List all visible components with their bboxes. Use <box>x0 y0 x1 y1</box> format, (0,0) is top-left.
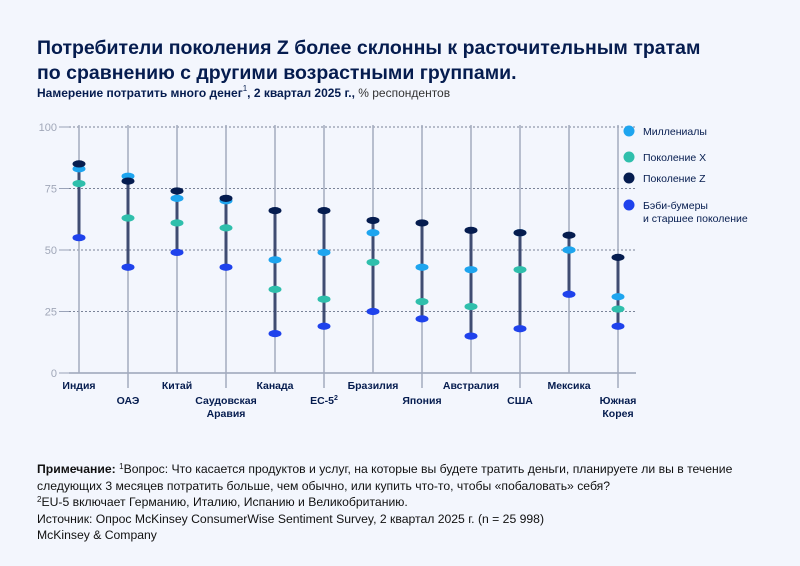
legend-label: Поколение Z <box>643 173 706 185</box>
y-tick-label: 0 <box>51 368 57 380</box>
chart-subtitle: Намерение потратить много денег1, 2 квар… <box>37 84 451 100</box>
note2-text: EU-5 включает Германию, Италию, Испанию … <box>41 495 408 510</box>
y-tick-label: 50 <box>45 245 57 257</box>
data-point-3 <box>366 307 380 316</box>
subtitle-unit: % респондентов <box>354 86 451 100</box>
note1-sup: 1 <box>119 462 124 471</box>
data-point-3 <box>72 234 86 242</box>
data-point-3 <box>611 322 625 330</box>
data-point-1 <box>72 179 86 188</box>
data-point-3 <box>415 315 429 323</box>
data-point-0 <box>72 165 86 173</box>
subtitle-period: , 2 квартал 2025 г., <box>247 86 355 100</box>
x-tick-label: Канада <box>256 380 293 392</box>
y-tick-label: 25 <box>45 307 57 319</box>
x-tick-label: США <box>507 395 533 407</box>
data-point-2 <box>513 229 527 237</box>
legend-label: Поколение X <box>643 152 706 164</box>
data-point-3 <box>562 290 576 298</box>
data-point-3 <box>464 332 478 340</box>
data-point-1 <box>464 302 478 311</box>
data-point-1 <box>366 258 380 266</box>
footnotes: Примечание: 1Вопрос: Что касается продук… <box>37 461 757 544</box>
legend-marker <box>623 125 635 137</box>
data-point-2 <box>121 177 135 185</box>
data-point-3 <box>121 263 135 271</box>
data-point-1 <box>611 305 625 313</box>
data-point-3 <box>317 322 331 330</box>
data-point-2 <box>562 231 576 239</box>
data-point-1 <box>170 219 184 227</box>
data-point-1 <box>317 295 331 303</box>
data-point-0 <box>611 293 625 301</box>
x-tick-label: Индия <box>62 380 95 392</box>
title-line-1: Потребители поколения Z более склонны к … <box>37 37 701 59</box>
x-tick-label: Китай <box>162 380 192 392</box>
x-tick-label: Южная <box>600 395 637 407</box>
data-point-0 <box>562 246 576 254</box>
x-tick-label: Австралия <box>443 380 499 392</box>
x-tick-label: ЕС-52 <box>310 395 338 407</box>
note-1: Примечание: 1Вопрос: Что касается продук… <box>37 461 757 494</box>
data-point-2 <box>464 226 478 234</box>
x-tick-label: Бразилия <box>348 380 399 392</box>
data-point-2 <box>317 207 331 215</box>
legend-marker <box>623 199 635 211</box>
legend-label: Миллениалы <box>643 126 707 138</box>
data-point-2 <box>415 219 429 227</box>
legend-label: Бэби-бумеры <box>643 200 708 212</box>
data-point-2 <box>219 194 233 202</box>
data-point-0 <box>366 229 380 237</box>
legend-label: и старшее поколение <box>643 213 748 225</box>
data-point-1 <box>415 298 429 306</box>
data-point-3 <box>170 248 184 257</box>
legend-marker <box>623 151 635 163</box>
data-point-3 <box>219 263 233 271</box>
subtitle-sup: 1 <box>242 84 248 93</box>
y-tick-label: 100 <box>39 122 57 134</box>
x-tick-label: Мексика <box>547 380 590 392</box>
data-point-1 <box>268 285 282 293</box>
data-point-0 <box>464 266 478 274</box>
brand: McKinsey & Company <box>37 528 157 543</box>
data-point-3 <box>268 330 282 338</box>
data-point-2 <box>170 187 184 195</box>
data-point-0 <box>121 172 135 180</box>
y-tick-label: 75 <box>45 184 57 196</box>
legend-marker <box>623 172 635 184</box>
chart-title: Потребители поколения Z более склонны к … <box>37 36 737 86</box>
data-point-3 <box>513 325 527 333</box>
data-point-1 <box>513 266 527 274</box>
data-point-1 <box>121 214 135 222</box>
note-label: Примечание: <box>37 462 116 476</box>
x-tick-label: Аравия <box>207 408 246 420</box>
data-point-2 <box>611 253 625 261</box>
data-point-0 <box>317 248 331 257</box>
x-tick-label: Япония <box>402 395 441 407</box>
x-tick-label: Саудовская <box>195 395 256 407</box>
data-point-1 <box>219 224 233 232</box>
data-point-2 <box>366 216 380 225</box>
title-line-2: по сравнению с другими возрастными групп… <box>37 62 517 84</box>
x-tick-label: Корея <box>602 408 633 420</box>
note-2: 2EU-5 включает Германию, Италию, Испанию… <box>37 494 757 511</box>
data-point-2 <box>268 207 282 215</box>
data-point-0 <box>170 194 184 202</box>
note2-sup: 2 <box>37 495 42 505</box>
data-point-2 <box>72 160 86 168</box>
x-tick-label: ОАЭ <box>117 395 140 407</box>
subtitle-main: Намерение потратить много денег <box>37 86 243 100</box>
data-point-0 <box>268 256 282 264</box>
data-point-0 <box>415 263 429 271</box>
note1-text: Вопрос: Что касается продуктов и услуг, … <box>37 462 733 493</box>
source: Источник: Опрос McKinsey ConsumerWise Se… <box>37 511 545 526</box>
